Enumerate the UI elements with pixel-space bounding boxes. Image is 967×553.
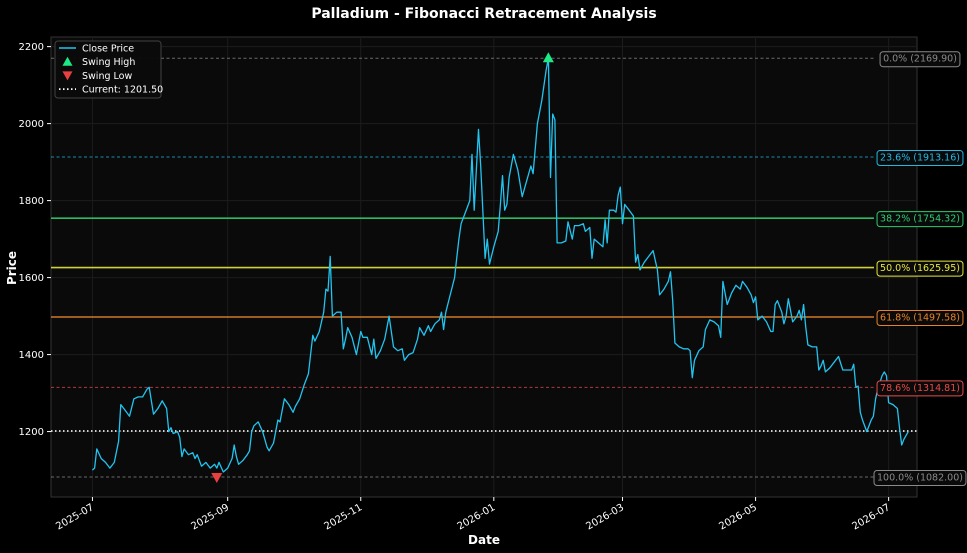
fib-label-text-3: 50.0% (1625.95) — [880, 263, 960, 274]
y-axis-label: Price — [5, 251, 19, 285]
fib-label-box-4 — [876, 310, 964, 327]
fib-label-box-3 — [876, 260, 964, 277]
fib-label-text-1: 23.6% (1913.16) — [880, 153, 960, 164]
fib-label-0: 0.0% (2169.90) — [879, 51, 961, 68]
y-axis-ticks: 1200 1400 1600 1800 2000 2200 — [19, 42, 51, 438]
fib-label-3: 50.0% (1625.95) — [876, 260, 964, 277]
legend-box — [54, 40, 162, 99]
y-tick-label: 1800 — [19, 196, 44, 207]
fib-label-6: 100.0% (1082.00) — [873, 469, 967, 486]
fib-label-text-6: 100.0% (1082.00) — [877, 472, 963, 483]
fib-label-box-0 — [879, 51, 961, 68]
legend-item-price: Close Price — [59, 44, 134, 55]
swing-markers — [211, 52, 554, 483]
legend-item-swing_low: Swing Low — [62, 71, 132, 82]
y-tick-label: 1200 — [19, 427, 44, 438]
swing-high-marker — [542, 52, 554, 63]
fib-label-box-1 — [876, 150, 964, 167]
fib-label-text-5: 78.6% (1314.81) — [880, 383, 960, 394]
fib-label-box-2 — [876, 211, 964, 228]
legend-label-swing_high: Swing High — [82, 57, 135, 68]
fib-label-text-0: 0.0% (2169.90) — [883, 54, 957, 65]
fib-label-text-2: 38.2% (1754.32) — [880, 214, 960, 225]
legend-swatch-swing-low — [62, 71, 73, 81]
y-tick-label: 1600 — [19, 273, 44, 284]
fib-label-2: 38.2% (1754.32) — [876, 211, 964, 228]
fib-label-5: 78.6% (1314.81) — [876, 380, 964, 397]
x-axis-label: Date — [468, 533, 500, 547]
y-tick-label: 2200 — [19, 42, 44, 53]
series-line-close-price — [91, 57, 909, 473]
legend-label-current: Current: 1201.50 — [82, 85, 163, 96]
legend: Close Price Swing High Swing Low Current: 1… — [54, 40, 163, 99]
legend-label-price: Close Price — [82, 44, 134, 55]
fib-level-labels: 0.0% (2169.90) 23.6% (1913.16) 38.2% (1754… — [873, 51, 967, 486]
y-tick-label: 2000 — [19, 119, 44, 130]
chart-title: Palladium - Fibonacci Retracement Analys… — [311, 6, 656, 22]
legend-item-current: Current: 1201.50 — [59, 85, 163, 96]
fib-label-box-5 — [876, 380, 964, 397]
fib-label-box-6 — [873, 469, 967, 486]
swing-low-marker — [211, 472, 223, 483]
legend-item-swing_high: Swing High — [62, 56, 135, 68]
legend-swatch-swing-high — [62, 56, 73, 66]
y-tick-label: 1400 — [19, 350, 44, 361]
fib-label-text-4: 61.8% (1497.58) — [880, 313, 960, 324]
legend-label-swing_low: Swing Low — [82, 71, 132, 82]
fib-label-1: 23.6% (1913.16) — [876, 150, 964, 167]
fib-label-4: 61.8% (1497.58) — [876, 310, 964, 327]
